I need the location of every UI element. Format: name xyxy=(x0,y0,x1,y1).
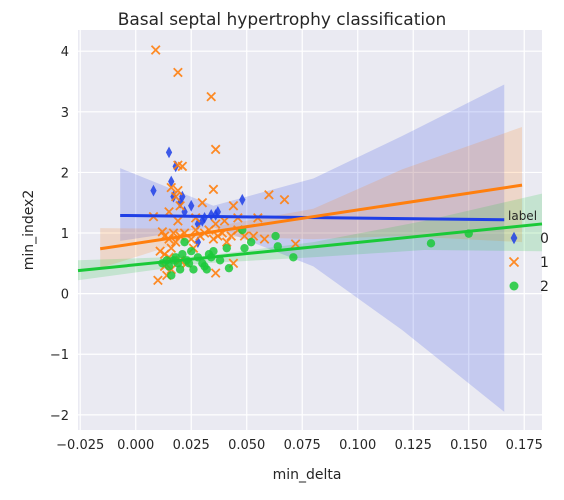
data-point-2 xyxy=(289,253,298,262)
data-point-1 xyxy=(166,243,177,254)
data-point-1 xyxy=(208,184,219,195)
data-point-2 xyxy=(167,271,176,280)
data-point-2 xyxy=(180,237,189,247)
data-point-1 xyxy=(153,275,163,286)
data-point-1 xyxy=(228,200,239,211)
fit-lines xyxy=(77,183,543,273)
data-point-2 xyxy=(187,247,196,256)
data-point-0 xyxy=(188,199,195,212)
data-point-2 xyxy=(240,243,249,253)
data-point-0 xyxy=(165,146,173,159)
x-tick-label: 0.050 xyxy=(228,438,265,453)
data-point-1 xyxy=(150,45,161,55)
y-tick-label: −2 xyxy=(50,409,69,424)
y-tick-label: 1 xyxy=(61,227,69,242)
x-tick-labels: −0.025 0.000 0.025 0.050 0.075 0.100 0.125 0.15… xyxy=(56,438,543,453)
data-point-1 xyxy=(173,216,183,226)
x-tick-label: 0.100 xyxy=(339,438,376,453)
data-point-2 xyxy=(215,256,225,265)
data-point-2 xyxy=(202,265,211,274)
data-point-1 xyxy=(290,239,301,249)
data-point-1 xyxy=(175,200,185,211)
data-point-2 xyxy=(271,231,280,241)
data-point-2 xyxy=(175,265,185,274)
data-point-1 xyxy=(170,191,181,202)
data-point-1 xyxy=(173,67,183,78)
legend-label-2: 2 xyxy=(540,279,549,295)
legend-marker-0 xyxy=(510,231,518,245)
regression-line-1 xyxy=(99,183,523,251)
data-point-1 xyxy=(210,144,221,155)
data-point-1 xyxy=(197,197,208,208)
chart-title: Basal septal hypertrophy classification xyxy=(118,10,447,30)
data-point-0 xyxy=(168,175,175,188)
y-tick-label: 3 xyxy=(61,106,69,121)
x-tick-label: 0.075 xyxy=(284,438,321,453)
data-point-1 xyxy=(206,91,217,102)
regression-line-2 xyxy=(77,222,543,273)
data-point-1 xyxy=(221,237,232,247)
data-point-1 xyxy=(259,234,270,244)
legend-title: label xyxy=(508,209,537,223)
x-axis-label: min_delta xyxy=(273,467,342,483)
data-point-2 xyxy=(189,265,198,274)
data-point-1 xyxy=(173,185,183,196)
legend: label 0 1 2 xyxy=(508,209,549,295)
x-tick-label: 0.000 xyxy=(117,438,154,453)
legend-marker-2 xyxy=(509,281,519,291)
x-tick-label: 0.175 xyxy=(506,438,543,453)
y-tick-label: 0 xyxy=(61,288,69,303)
data-point-1 xyxy=(166,182,177,193)
data-point-0 xyxy=(194,218,202,230)
data-point-2 xyxy=(246,237,256,247)
data-point-1 xyxy=(213,231,223,241)
data-point-2 xyxy=(426,239,436,248)
plot-area xyxy=(78,30,542,430)
data-point-1 xyxy=(264,190,274,200)
x-tick-label: −0.025 xyxy=(56,438,104,453)
data-point-0 xyxy=(150,184,157,197)
data-point-2 xyxy=(224,263,234,273)
y-tick-label: −1 xyxy=(50,348,69,363)
y-tick-labels: −2 −1 0 1 2 3 4 xyxy=(50,45,69,424)
y-tick-label: 2 xyxy=(61,166,69,181)
data-point-2 xyxy=(164,262,174,271)
data-point-0 xyxy=(214,205,222,218)
data-point-1 xyxy=(208,234,219,244)
x-tick-label: 0.150 xyxy=(450,438,487,453)
y-axis-label: min_index2 xyxy=(21,190,37,271)
data-point-2 xyxy=(273,242,283,251)
data-point-1 xyxy=(155,246,165,257)
data-point-2 xyxy=(178,250,187,259)
legend-marker-1 xyxy=(508,256,520,268)
data-point-2 xyxy=(222,243,231,253)
data-point-1 xyxy=(210,268,221,278)
legend-label-0: 0 xyxy=(540,231,549,247)
data-point-0 xyxy=(239,193,246,206)
data-point-1 xyxy=(279,194,290,205)
y-tick-label: 4 xyxy=(61,45,69,60)
legend-label-1: 1 xyxy=(540,255,549,271)
data-point-2 xyxy=(209,247,218,256)
data-point-2 xyxy=(184,259,194,268)
x-tick-label: 0.125 xyxy=(395,438,432,453)
x-tick-label: 0.025 xyxy=(173,438,210,453)
data-point-1 xyxy=(177,161,188,172)
